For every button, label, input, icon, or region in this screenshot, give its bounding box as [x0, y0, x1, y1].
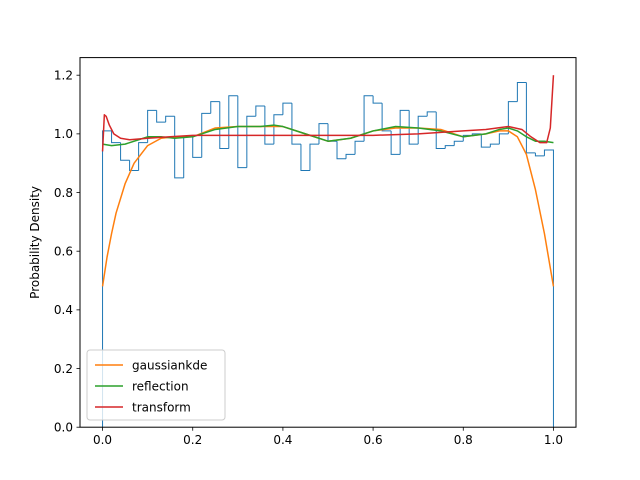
histogram-bin	[363, 95, 374, 142]
histogram-bin	[381, 103, 392, 132]
histogram-bin	[192, 136, 202, 158]
histogram-bin	[138, 142, 148, 171]
legend-label: gaussiankde	[132, 358, 207, 372]
histogram-bin	[264, 106, 274, 145]
y-axis-label: Probability Density	[28, 186, 42, 299]
histogram-bin	[102, 130, 112, 428]
histogram-bin	[210, 101, 220, 114]
histogram-bin	[498, 133, 509, 145]
histogram-bin	[219, 101, 229, 150]
histogram-bin	[309, 143, 319, 171]
histogram-bin	[291, 103, 301, 145]
histogram-bin	[318, 123, 328, 145]
y-tick-label: 1.0	[54, 127, 73, 141]
histogram-bin	[156, 110, 166, 123]
y-tick-label: 0.6	[54, 245, 73, 259]
y-tick-label: 0.2	[54, 362, 73, 376]
x-tick-label: 1.0	[544, 433, 563, 447]
histogram-bin	[282, 102, 292, 115]
y-tick-label: 0.8	[54, 186, 73, 200]
histogram-bin	[471, 133, 482, 136]
histogram-bin	[237, 95, 247, 169]
legend-box	[86, 349, 226, 421]
y-tick-label: 0.4	[54, 303, 73, 317]
histogram-bin	[426, 111, 437, 117]
histogram-bin	[165, 115, 175, 123]
legend: gaussiankde reflection transform	[86, 349, 226, 421]
plot-frame	[79, 57, 577, 428]
histogram-bin	[507, 101, 518, 134]
histogram-bin	[336, 141, 347, 160]
histogram-bin	[120, 142, 130, 161]
histogram-bin	[228, 95, 238, 149]
x-tick-label: 0.6	[364, 433, 383, 447]
histogram-bin	[453, 140, 464, 146]
histogram-bin	[129, 160, 139, 172]
x-axis: 0.0 0.2 0.4 0.6 0.8 1.0	[93, 427, 563, 447]
legend-label: reflection	[132, 379, 189, 393]
histogram-bin	[147, 109, 157, 143]
histogram-bin	[489, 143, 500, 148]
histogram-bin	[345, 153, 356, 159]
histogram-bin	[480, 133, 491, 148]
histogram-bin	[444, 145, 455, 149]
histogram-bin	[390, 130, 401, 155]
histogram-bin	[372, 95, 383, 104]
histogram-bin	[255, 105, 265, 117]
histogram-bin	[273, 114, 283, 145]
kde-lines	[101, 75, 555, 287]
y-axis: 0.0 0.2 0.4 0.6 0.8 1.0 1.2	[54, 69, 80, 435]
histogram-bin	[300, 144, 310, 172]
histogram-bin	[201, 112, 211, 158]
histogram-bin	[111, 130, 121, 144]
histogram-bin	[435, 111, 446, 150]
x-tick-label: 0.0	[93, 433, 112, 447]
legend-label: transform	[132, 400, 191, 414]
x-tick-label: 0.8	[454, 433, 473, 447]
histogram-bin	[399, 109, 410, 155]
y-tick-label: 0.0	[54, 421, 73, 435]
x-tick-label: 0.2	[183, 433, 202, 447]
histogram-bin	[417, 115, 428, 145]
y-tick-label: 1.2	[54, 69, 73, 83]
series-line-reflection	[102, 124, 554, 147]
histogram-bin	[354, 140, 365, 155]
histogram-bin	[408, 110, 419, 145]
histogram-bin	[246, 115, 256, 168]
histogram-bin	[543, 149, 554, 428]
histogram-bin	[516, 82, 527, 102]
series-line-transform	[101, 75, 555, 152]
histogram-bin	[534, 152, 545, 157]
x-tick-label: 0.4	[273, 433, 292, 447]
